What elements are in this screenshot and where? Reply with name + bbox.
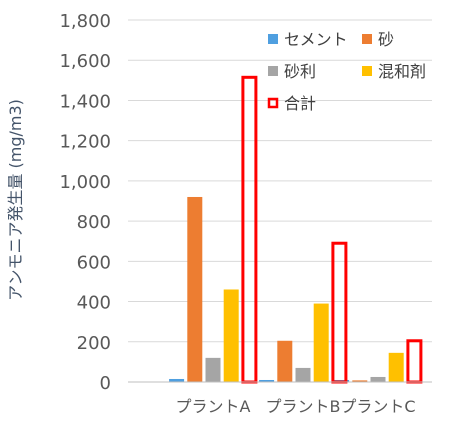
- bar: [241, 75, 258, 384]
- bar: [295, 367, 311, 382]
- bar: [277, 340, 293, 382]
- y-tick-label: 400: [77, 293, 111, 314]
- legend-label: 砂利: [284, 62, 316, 81]
- legend-label: 混和剤: [378, 62, 426, 81]
- legend-label: セメント: [284, 30, 348, 49]
- y-tick-label: 1,800: [59, 11, 111, 32]
- y-tick-label: 800: [77, 212, 111, 233]
- x-tick-label: プラントB: [266, 397, 341, 416]
- bar: [388, 352, 404, 382]
- legend-swatch: [362, 66, 372, 76]
- y-tick-label: 1,600: [59, 51, 111, 72]
- legend-label: 合計: [284, 94, 316, 113]
- bar: [259, 379, 275, 382]
- legend-swatch: [268, 66, 278, 76]
- bar: [223, 289, 239, 382]
- bar: [370, 376, 386, 382]
- x-tick-label: プラントC: [340, 397, 415, 416]
- bar: [169, 378, 185, 382]
- legend-label: 砂: [378, 30, 394, 49]
- legend-swatch: [362, 34, 372, 44]
- y-axis-title: アンモニア発生量 (mg/m3): [6, 99, 25, 301]
- bar: [331, 241, 348, 384]
- bar: [406, 339, 423, 384]
- y-tick-label: 0: [100, 373, 111, 394]
- bar: [352, 380, 368, 382]
- y-tick-label: 1,000: [59, 172, 111, 193]
- y-tick-label: 600: [77, 252, 111, 273]
- bar: [187, 196, 203, 382]
- y-tick-label: 200: [77, 333, 111, 354]
- y-tick-label: 1,200: [59, 132, 111, 153]
- bar: [313, 303, 329, 382]
- x-tick-label: プラントA: [176, 397, 251, 416]
- legend-swatch: [268, 34, 278, 44]
- y-tick-label: 1,400: [59, 91, 111, 112]
- legend-swatch: [267, 97, 279, 109]
- bar: [205, 357, 221, 382]
